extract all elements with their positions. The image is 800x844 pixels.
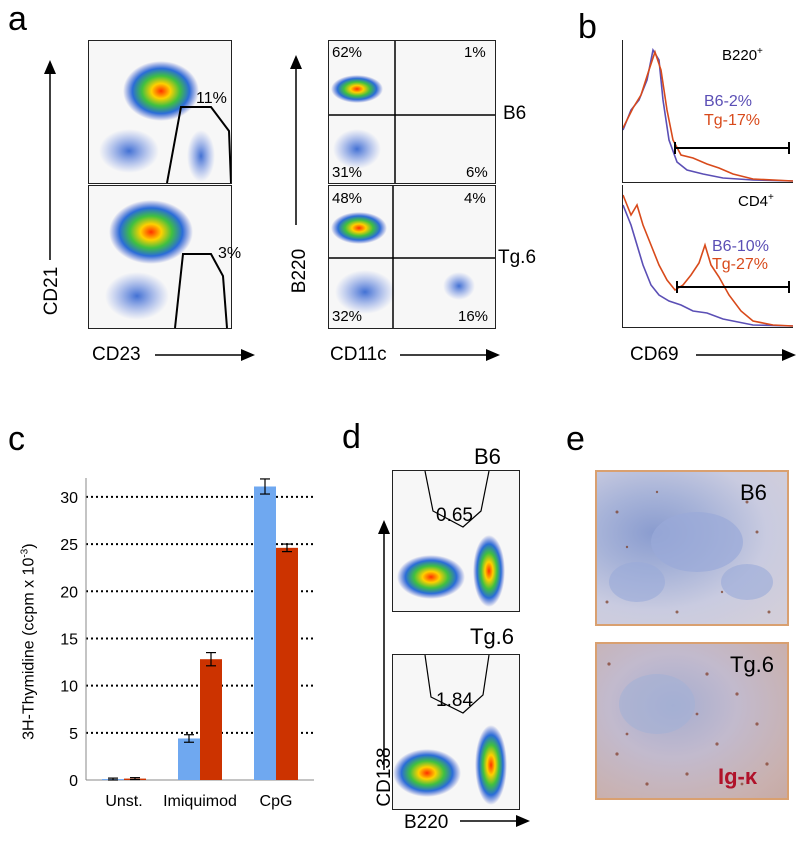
tg-q-tr: 4% bbox=[464, 190, 486, 207]
panel-letter-b: b bbox=[578, 8, 597, 46]
b6-q-tl: 62% bbox=[332, 44, 363, 61]
cd69-axis-arrow bbox=[696, 349, 796, 361]
tissue-image-b6 bbox=[595, 470, 789, 626]
panel-letter-d: d bbox=[342, 418, 361, 456]
d-tg6-value: 1.84 bbox=[436, 690, 473, 711]
b220-cd11c-plot-bottom bbox=[328, 185, 496, 329]
bar-B6-2 bbox=[254, 486, 276, 780]
cd138-b220-density-top bbox=[397, 471, 505, 607]
b220-cd11c-density-top bbox=[329, 41, 495, 183]
panel-letter-e: e bbox=[566, 420, 585, 458]
cd11c-axis-arrow bbox=[400, 349, 500, 361]
x-category-label: Unst. bbox=[105, 793, 142, 810]
bar-Tg6-1 bbox=[200, 659, 222, 780]
b6-cd69-pct-top: B6-2% bbox=[704, 93, 753, 110]
cd69-histogram-top bbox=[622, 40, 794, 183]
b220-title-sup: + bbox=[757, 46, 763, 57]
y-tick-label: 5 bbox=[69, 726, 78, 743]
bar-Tg6-2 bbox=[276, 547, 298, 780]
panel-letter-c: c bbox=[8, 420, 25, 458]
y-tick-label: 20 bbox=[60, 584, 78, 601]
cd23-axis-arrow bbox=[155, 349, 255, 361]
b220-title-text: B220 bbox=[722, 47, 758, 64]
e-tg6-label: Tg.6 bbox=[730, 652, 775, 677]
cd21-cd23-density-top bbox=[99, 61, 231, 183]
cd11c-axis-label: CD11c bbox=[330, 344, 387, 365]
cd138-b220-plot-bottom bbox=[392, 654, 520, 810]
cd69-histogram-bottom bbox=[622, 185, 794, 328]
ig-kappa-stain-label: Ig-κ bbox=[718, 764, 758, 789]
tg6-strain-label: Tg.6 bbox=[498, 247, 537, 268]
tg-q-tl: 48% bbox=[332, 190, 363, 207]
cd138-b220-plot-top bbox=[392, 470, 520, 612]
gate-pct-bottom: 3% bbox=[218, 245, 242, 262]
tissue-tg6-texture bbox=[607, 662, 769, 786]
cd69-axis-label: CD69 bbox=[630, 344, 679, 365]
b220-d-axis-label: B220 bbox=[404, 812, 449, 833]
bar-B6-1 bbox=[178, 738, 200, 780]
y-tick-label: 25 bbox=[60, 537, 78, 554]
tg-cd69-pct-top: Tg-17% bbox=[704, 112, 761, 129]
cd4-title-text: CD4 bbox=[738, 193, 769, 210]
b6-q-bl: 31% bbox=[332, 164, 363, 181]
cd4-plus-title: CD4+ bbox=[738, 192, 774, 210]
proliferation-bar-chart: 0 5 10 15 20 25 30 Unst. Imiquimod CpG bbox=[60, 478, 314, 810]
b6-q-tr: 1% bbox=[464, 44, 486, 61]
cd23-axis-label: CD23 bbox=[92, 344, 141, 365]
cd21-axis-arrow bbox=[44, 60, 56, 260]
b220-cd11c-plot-top bbox=[328, 40, 496, 184]
e-b6-label: B6 bbox=[740, 480, 767, 505]
y-tick-label: 15 bbox=[60, 631, 78, 648]
b6-strain-label: B6 bbox=[503, 103, 527, 124]
d-b6-label: B6 bbox=[474, 444, 501, 469]
cd21-cd23-plot-top bbox=[88, 40, 232, 184]
cd69-histogram-bottom-curves bbox=[622, 194, 794, 327]
b220-plus-title: B220+ bbox=[722, 46, 763, 64]
tissue-image-tg6 bbox=[595, 642, 789, 800]
ylabel-sup: -3 bbox=[19, 548, 31, 558]
b220-cd11c-density-bottom bbox=[329, 186, 495, 328]
y-tick-label: 10 bbox=[60, 679, 78, 696]
cd138-b220-density-bottom bbox=[393, 655, 507, 805]
tg-cd69-pct-bottom: Tg-27% bbox=[712, 256, 769, 273]
gate-pct-top: 11% bbox=[196, 90, 227, 107]
y-tick-label: 0 bbox=[69, 773, 78, 790]
cd4-title-sup: + bbox=[768, 192, 774, 203]
y-tick-label: 30 bbox=[60, 490, 78, 507]
tg-q-br: 16% bbox=[458, 308, 489, 325]
b6-cd69-pct-bottom: B6-10% bbox=[712, 238, 769, 255]
b220-axis-label: B220 bbox=[289, 248, 310, 294]
tissue-b6-texture bbox=[605, 490, 773, 614]
x-category-label: CpG bbox=[260, 793, 293, 810]
tg-q-bl: 32% bbox=[332, 308, 363, 325]
cd21-cd23-density-bottom bbox=[105, 200, 228, 328]
cd138-axis-arrow bbox=[378, 520, 390, 770]
cd69-histogram-top-curves bbox=[622, 47, 794, 182]
x-category-label: Imiquimod bbox=[163, 793, 237, 810]
panel-letter-a: a bbox=[8, 0, 27, 38]
cd21-axis-label: CD21 bbox=[41, 266, 62, 316]
b6-q-br: 6% bbox=[466, 164, 488, 181]
cd21-cd23-plot-bottom bbox=[88, 185, 232, 329]
d-tg6-label: Tg.6 bbox=[470, 624, 515, 649]
b220-axis-arrow bbox=[290, 55, 302, 225]
b220-d-axis-arrow bbox=[460, 815, 530, 827]
d-b6-value: 0.65 bbox=[436, 505, 473, 526]
